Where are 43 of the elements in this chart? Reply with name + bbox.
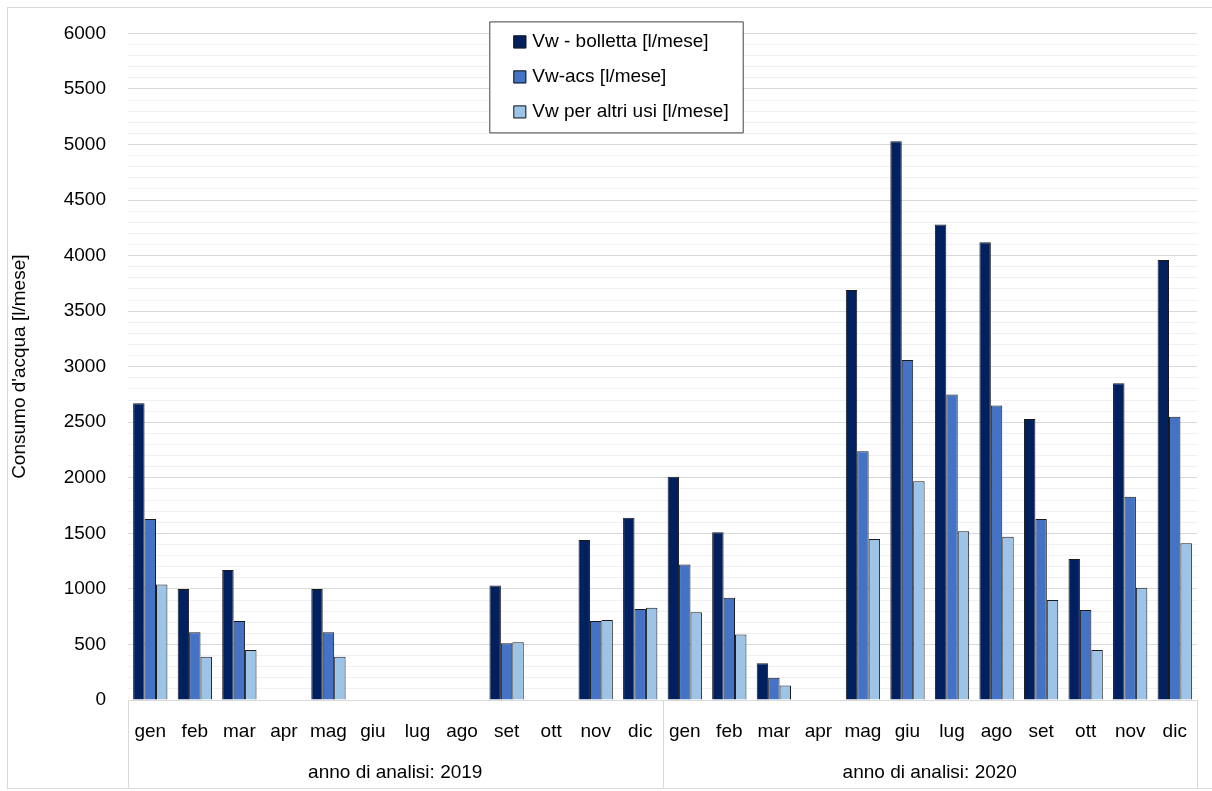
x-tick-label: mar xyxy=(222,719,257,741)
x-tick-label: dic xyxy=(628,719,653,741)
y-tick-label: 1000 xyxy=(63,577,106,599)
x-tick-label: nov xyxy=(1114,719,1146,741)
legend-label: Vw - bolletta [l/mese] xyxy=(532,30,709,52)
y-tick-label: 1500 xyxy=(63,521,106,543)
x-tick-label: apr xyxy=(804,719,833,741)
x-tick-label: set xyxy=(493,719,520,741)
x-tick-label: ago xyxy=(446,719,478,741)
x-tick-label: ago xyxy=(980,719,1013,741)
x-tick-label: set xyxy=(1028,719,1055,741)
x-tick-label: giu xyxy=(894,719,921,741)
text: anno di analisi: 2019 xyxy=(308,761,483,783)
x-tick-label: gen xyxy=(134,719,167,741)
legend-label: Vw-acs [l/mese] xyxy=(532,65,667,87)
x-tick-label: lug xyxy=(939,719,965,741)
y-tick-label: 4500 xyxy=(63,188,106,210)
y-tick-label: 2000 xyxy=(63,466,106,488)
y-tick-label: 3500 xyxy=(63,299,106,321)
x-tick-label: ott xyxy=(1075,719,1097,741)
x-tick-label: mar xyxy=(757,719,791,741)
x-tick-label: feb xyxy=(181,719,209,741)
x-tick-label: apr xyxy=(270,719,299,741)
y-tick-label: 4000 xyxy=(63,243,106,265)
y-tick-label: 2500 xyxy=(63,410,106,432)
y-tick-label: 5500 xyxy=(63,77,106,99)
x-tick-label: nov xyxy=(580,719,612,741)
x-tick-label: dic xyxy=(1162,719,1187,741)
x-tick-label: feb xyxy=(716,719,743,741)
x-tick-label: mag xyxy=(844,719,882,741)
y-tick-label: 6000 xyxy=(63,21,106,43)
y-tick-label: 3000 xyxy=(63,354,106,376)
x-tick-label: mag xyxy=(309,719,347,741)
x-tick-label: ott xyxy=(540,719,563,741)
y-axis-title: Consumo d'acqua [l/mese] xyxy=(7,254,29,479)
legend-label: Vw per altri usi [l/mese] xyxy=(532,100,729,122)
x-tick-label: giu xyxy=(360,719,386,741)
y-tick-label: 0 xyxy=(95,688,106,710)
y-tick-label: 500 xyxy=(74,632,106,654)
y-tick-label: 5000 xyxy=(63,132,106,154)
x-tick-label: lug xyxy=(404,719,431,741)
text: anno di analisi: 2020 xyxy=(842,761,1017,783)
x-tick-label: gen xyxy=(668,719,701,741)
